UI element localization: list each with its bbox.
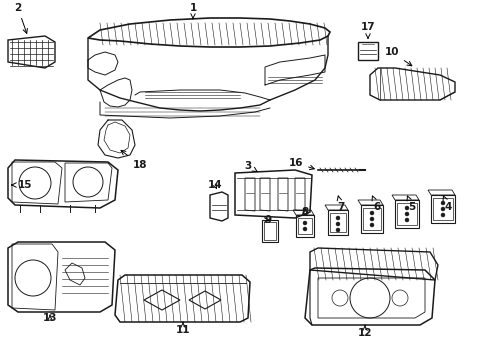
Text: 2: 2: [14, 3, 27, 33]
Text: 15: 15: [12, 180, 32, 190]
Text: 12: 12: [357, 325, 371, 338]
Circle shape: [335, 222, 339, 226]
Text: 14: 14: [207, 180, 222, 190]
Text: 8: 8: [301, 207, 308, 217]
Circle shape: [369, 217, 373, 221]
Text: 5: 5: [406, 196, 415, 212]
Text: 1: 1: [189, 3, 196, 19]
Text: 6: 6: [371, 196, 380, 212]
Circle shape: [404, 218, 408, 222]
Circle shape: [369, 211, 373, 215]
Text: 17: 17: [360, 22, 375, 38]
Circle shape: [440, 213, 444, 217]
Text: 9: 9: [264, 215, 271, 225]
Text: 18: 18: [121, 150, 147, 170]
Circle shape: [335, 228, 339, 232]
Text: 7: 7: [337, 196, 344, 212]
Circle shape: [303, 227, 306, 231]
Circle shape: [303, 221, 306, 225]
Text: 11: 11: [175, 322, 190, 335]
Text: 4: 4: [442, 196, 451, 212]
Circle shape: [335, 216, 339, 220]
Text: 13: 13: [42, 313, 57, 323]
Circle shape: [404, 212, 408, 216]
Polygon shape: [8, 36, 55, 68]
Circle shape: [404, 206, 408, 210]
Circle shape: [440, 201, 444, 205]
Text: 16: 16: [288, 158, 314, 170]
Text: 3: 3: [244, 161, 257, 171]
Circle shape: [440, 207, 444, 211]
Text: 10: 10: [384, 47, 411, 66]
Circle shape: [369, 223, 373, 227]
